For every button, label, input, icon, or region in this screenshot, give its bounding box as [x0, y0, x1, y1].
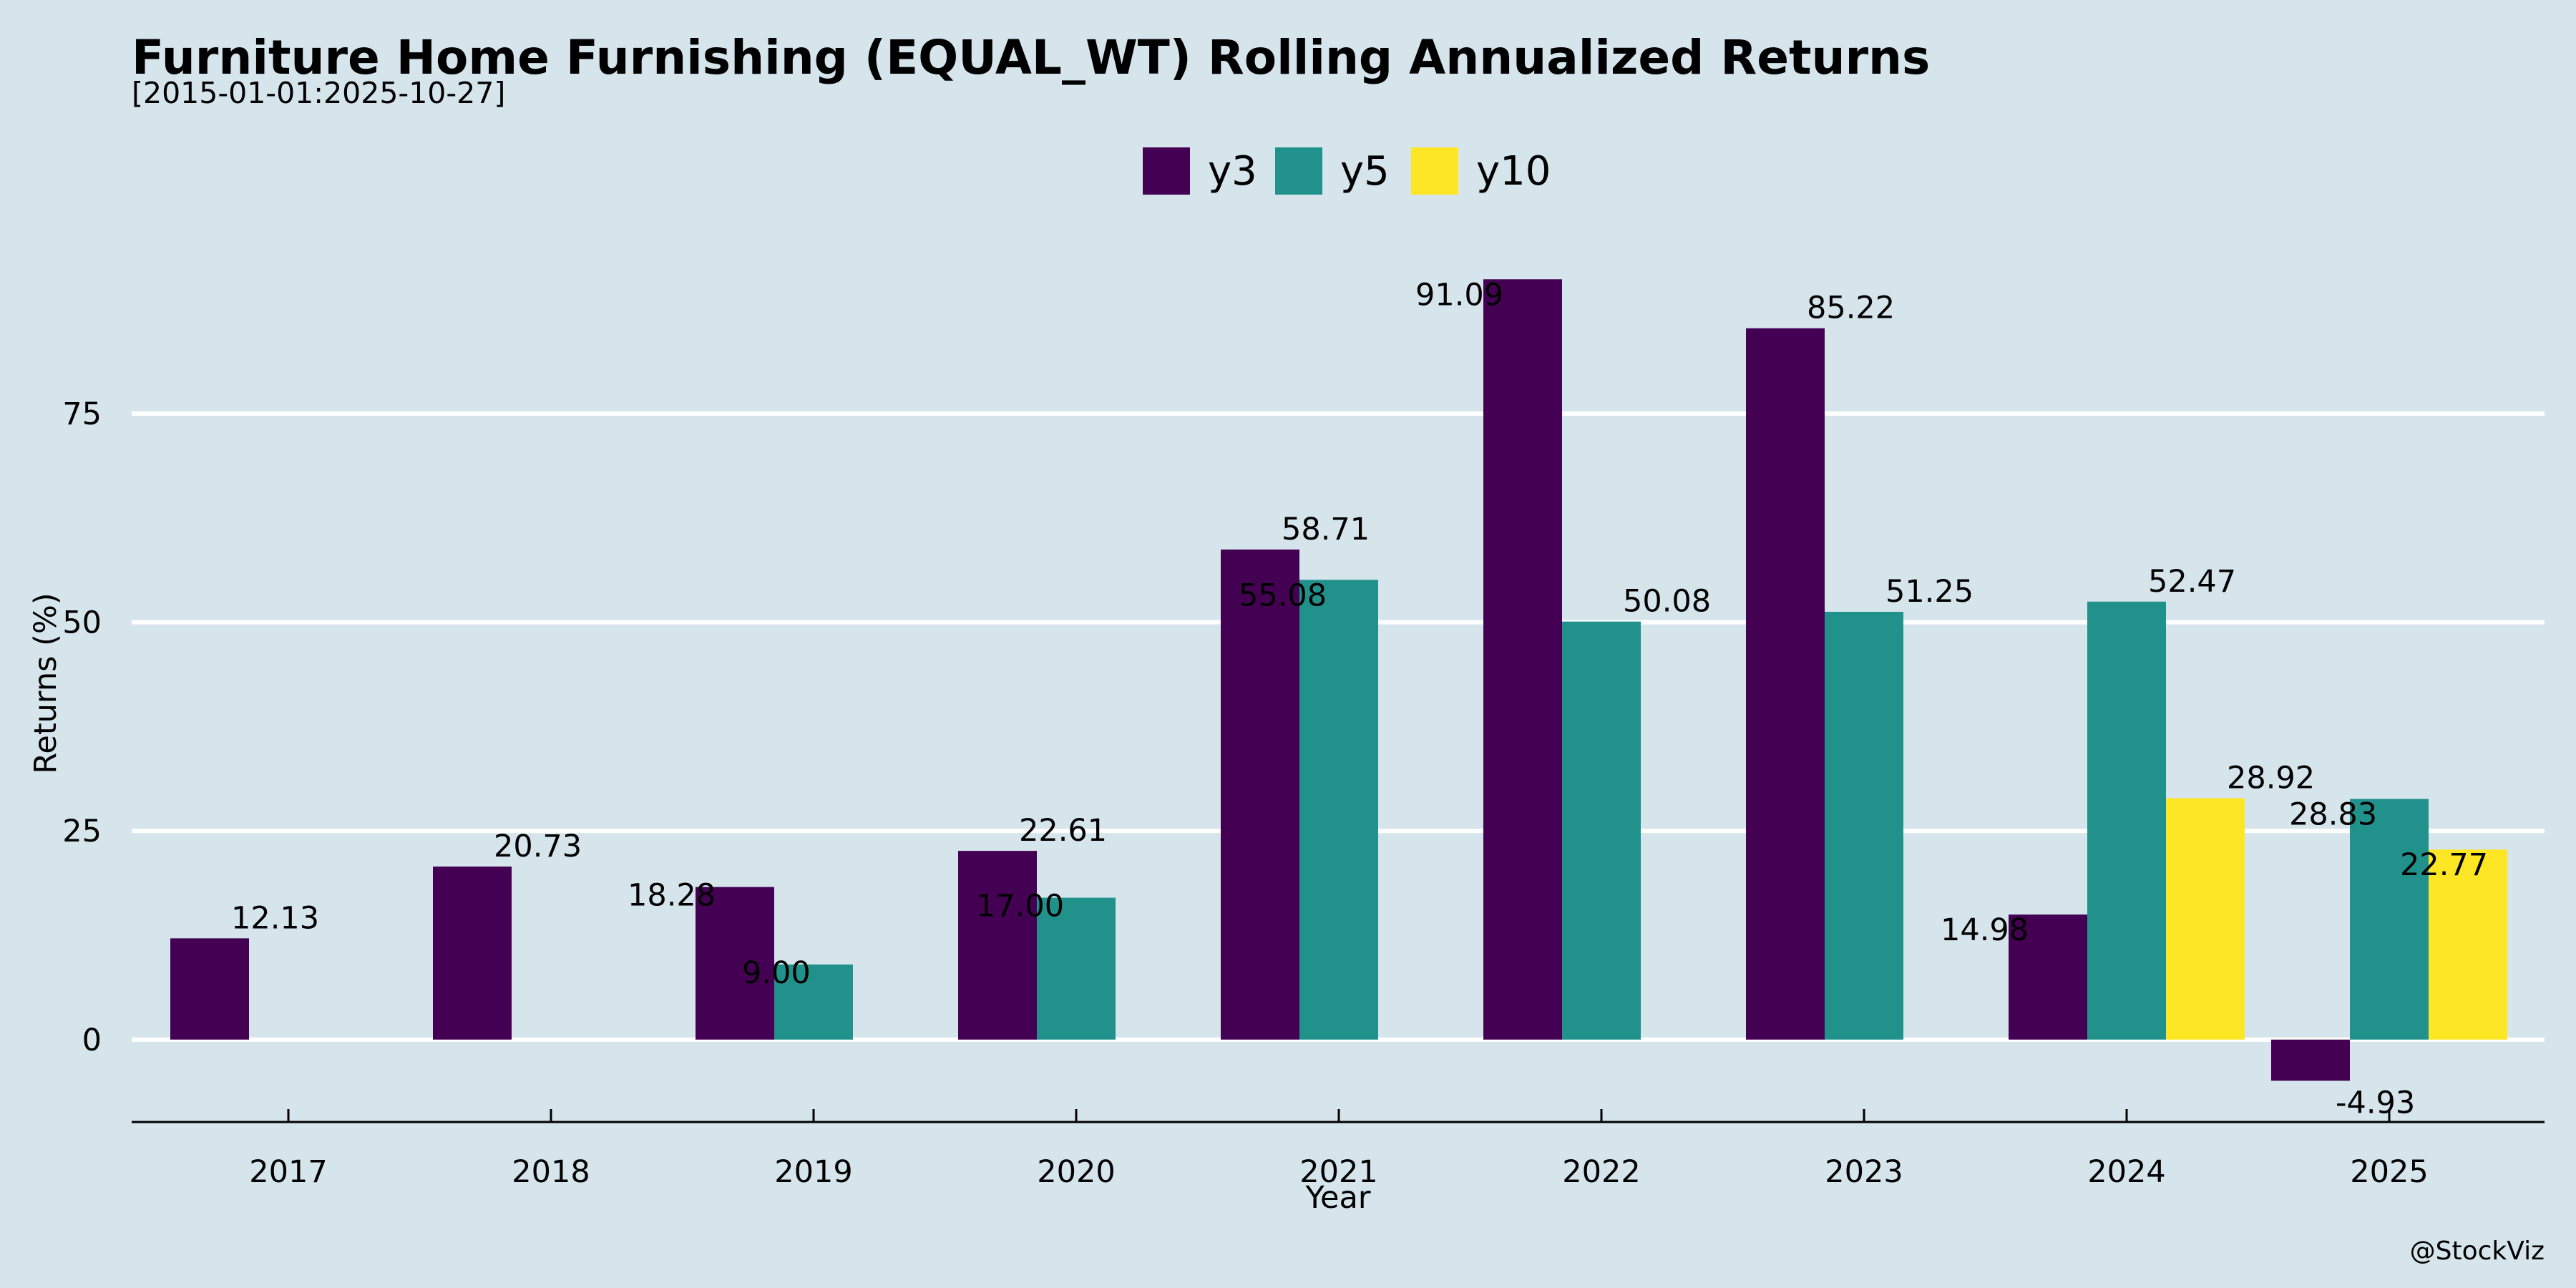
data-label-y10-2025: 22.77	[2400, 847, 2488, 883]
x-tick-label-2021: 2021	[1299, 1154, 1377, 1190]
bar-y3-2017	[170, 938, 249, 1040]
data-label-y3-2023: 85.22	[1807, 291, 1895, 326]
bar-y5-2019	[774, 964, 853, 1040]
data-label-y5-2019: 9.00	[742, 955, 811, 991]
legend-label-y10: y10	[1476, 148, 1551, 195]
bar-y5-2024	[2087, 601, 2166, 1040]
y-axis-label: Returns (%)	[28, 592, 64, 774]
bar-y3-2025	[2271, 1039, 2350, 1081]
bar-y3-2018	[433, 867, 512, 1040]
legend-label-y5: y5	[1340, 148, 1390, 195]
data-label-y3-2017: 12.13	[231, 900, 319, 936]
data-label-y5-2021: 55.08	[1239, 577, 1327, 613]
bar-y5-2022	[1562, 621, 1641, 1040]
data-label-y5-2025: 28.83	[2289, 797, 2377, 833]
y-tick-label: 25	[62, 814, 102, 849]
bar-y10-2025	[2429, 849, 2507, 1040]
x-tick-label-2023: 2023	[1825, 1154, 1903, 1190]
x-tick-label-2019: 2019	[774, 1154, 852, 1190]
y-tick-label: 75	[62, 396, 102, 432]
data-label-y5-2024: 52.47	[2148, 564, 2236, 600]
y-tick-label: 50	[62, 605, 102, 641]
bar-y3-2022	[1483, 279, 1562, 1040]
legend-swatch-y5	[1275, 147, 1322, 195]
legend-label-y3: y3	[1208, 148, 1257, 195]
bar-y5-2025	[2350, 799, 2429, 1040]
x-tick-label-2020: 2020	[1037, 1154, 1115, 1190]
bar-y3-2023	[1746, 328, 1825, 1040]
data-label-y3-2018: 20.73	[494, 829, 582, 864]
bar-y5-2020	[1037, 897, 1116, 1040]
data-label-y3-2020: 22.61	[1019, 813, 1107, 849]
bar-y3-2019	[696, 887, 774, 1040]
data-label-y3-2019: 18.28	[628, 878, 716, 914]
data-label-y10-2024: 28.92	[2227, 760, 2315, 796]
data-label-y3-2021: 58.71	[1282, 512, 1370, 547]
bars	[170, 279, 2507, 1081]
data-labels: 12.13 20.73 18.28 9.00 22.61 17.00 58.71 55.08 9…	[231, 277, 2488, 1121]
bar-y3-2020	[958, 851, 1037, 1040]
data-label-y5-2023: 51.25	[1885, 574, 1974, 610]
bar-y3-2024	[2009, 914, 2087, 1040]
data-label-y5-2022: 50.08	[1623, 584, 1711, 620]
x-tick-label-2018: 2018	[512, 1154, 590, 1190]
bar-y3-2021	[1221, 549, 1299, 1040]
x-tick-label-2025: 2025	[2350, 1154, 2428, 1190]
data-label-y3-2025: -4.93	[2336, 1085, 2415, 1121]
legend-swatch-y10	[1411, 147, 1458, 195]
x-tick-label-2022: 2022	[1562, 1154, 1640, 1190]
data-label-y3-2022: 91.09	[1415, 277, 1503, 313]
axes: 0 25 50 75 2017 2018 2019 2020 2021 2022 2023 2024 2…	[62, 396, 2545, 1190]
credit-text: @StockViz	[2410, 1236, 2545, 1266]
legend: y3 y5 y10	[1143, 147, 1551, 195]
x-tick-label-2017: 2017	[249, 1154, 327, 1190]
legend-swatch-y3	[1143, 147, 1190, 195]
x-axis-label: Year	[1304, 1180, 1370, 1216]
x-tick-label-2024: 2024	[2087, 1154, 2165, 1190]
bar-y5-2023	[1825, 612, 1903, 1040]
data-label-y3-2024: 14.98	[1941, 912, 2029, 948]
chart-title: Furniture Home Furnishing (EQUAL_WT) Rol…	[132, 30, 1930, 85]
y-tick-label: 0	[82, 1023, 102, 1058]
bar-y5-2021	[1299, 580, 1378, 1040]
chart-subtitle: [2015-01-01:2025-10-27]	[132, 76, 505, 110]
data-label-y5-2020: 17.00	[976, 889, 1064, 924]
bar-y10-2024	[2166, 798, 2245, 1040]
